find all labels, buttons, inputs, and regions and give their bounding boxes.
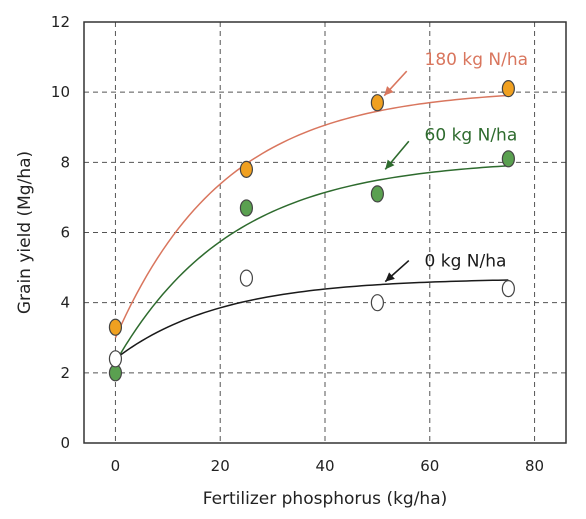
y-tick-label: 12 (51, 13, 70, 31)
data-points (108, 80, 515, 382)
tick-labels: 0 20 40 60 80 0 2 4 6 8 10 12 (51, 13, 544, 475)
data-point (239, 160, 254, 178)
fit-curve (114, 165, 509, 363)
data-point (108, 350, 123, 368)
data-point (370, 294, 384, 312)
x-tick-label: 20 (211, 457, 230, 475)
y-axis-title: Grain yield (Mg/ha) (15, 151, 35, 314)
y-tick-label: 2 (60, 364, 70, 382)
y-tick-label: 0 (60, 434, 70, 452)
fit-curve (114, 279, 509, 360)
data-point (501, 80, 515, 98)
y-tick-label: 10 (51, 83, 70, 101)
y-tick-label: 4 (60, 294, 70, 312)
x-tick-label: 60 (420, 457, 439, 475)
x-tick-label: 0 (111, 457, 121, 475)
data-point (370, 94, 384, 112)
data-point (108, 318, 123, 336)
fit-curves (114, 94, 509, 363)
x-tick-label: 80 (525, 457, 544, 475)
fit-curve (114, 94, 509, 339)
y-tick-label: 6 (60, 224, 70, 242)
series-label: 0 kg N/ha (425, 252, 507, 272)
series-label: 180 kg N/ha (425, 50, 529, 70)
x-tick-label: 40 (315, 457, 334, 475)
data-point (239, 269, 254, 287)
y-tick-label: 8 (60, 153, 70, 171)
data-point (501, 280, 515, 298)
plot-frame (83, 21, 567, 444)
series-label: 60 kg N/ha (425, 125, 518, 145)
annotation-arrowhead (384, 86, 394, 96)
data-point (239, 199, 254, 217)
annotation-arrowhead (385, 272, 395, 282)
annotations: 180 kg N/ha 60 kg N/ha 0 kg N/ha (383, 50, 529, 283)
data-point (370, 185, 384, 203)
x-axis-title: Fertilizer phosphorus (kg/ha) (203, 489, 448, 509)
data-point (501, 150, 515, 168)
grid (84, 22, 566, 443)
annotation-arrowhead (385, 159, 395, 170)
